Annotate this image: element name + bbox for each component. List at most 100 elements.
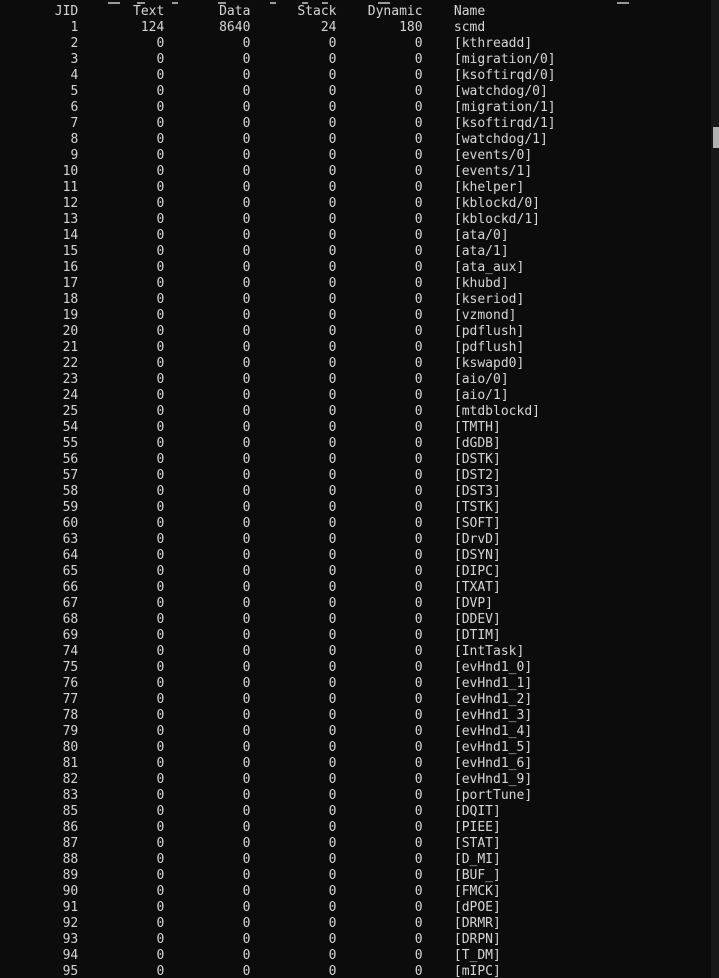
data-cell: 0: [242, 868, 251, 883]
name-cell: [dGDB]: [453, 436, 501, 451]
jid-cell: 64: [62, 548, 79, 563]
jid-cell: 91: [62, 900, 79, 915]
table-row: 56 0 0 0 0 [DSTK]: [0, 452, 711, 468]
dynamic-cell: 0: [414, 692, 423, 707]
table-row: 6 0 0 0 0 [migration/1]: [0, 100, 711, 116]
jid-cell: 12: [62, 196, 79, 211]
stack-cell: 0: [328, 548, 337, 563]
name-cell: [DSTK]: [453, 452, 501, 467]
data-cell: 0: [242, 660, 251, 675]
data-cell: 0: [242, 292, 251, 307]
jid-cell: 75: [62, 660, 79, 675]
dynamic-cell: 0: [414, 244, 423, 259]
data-cell: 0: [242, 484, 251, 499]
table-row: 79 0 0 0 0 [evHnd1_4]: [0, 724, 711, 740]
text-cell: 124: [140, 20, 165, 35]
data-cell: 0: [242, 388, 251, 403]
dynamic-cell: 0: [414, 900, 423, 915]
jid-cell: 55: [62, 436, 79, 451]
text-cell: 0: [156, 644, 165, 659]
data-cell: 0: [242, 820, 251, 835]
text-cell: 0: [156, 820, 165, 835]
jid-cell: 74: [62, 644, 79, 659]
stack-cell: 0: [328, 660, 337, 675]
stack-cell: 0: [328, 852, 337, 867]
text-cell: 0: [156, 116, 165, 131]
table-row: 13 0 0 0 0 [kblockd/1]: [0, 212, 711, 228]
jid-cell: 3: [70, 52, 79, 67]
jid-cell: 86: [62, 820, 79, 835]
clipped-glyph-fragment: [617, 2, 629, 4]
jid-cell: 81: [62, 756, 79, 771]
clipped-glyph-fragment: [322, 2, 328, 4]
dynamic-cell: 0: [414, 740, 423, 755]
stack-cell: 0: [328, 84, 337, 99]
table-row: 86 0 0 0 0 [PIEE]: [0, 820, 711, 836]
stack-cell: 0: [328, 372, 337, 387]
dynamic-cell: 0: [414, 708, 423, 723]
name-cell: [SOFT]: [453, 516, 501, 531]
name-cell: [TMTH]: [453, 420, 501, 435]
stack-cell: 0: [328, 324, 337, 339]
text-cell: 0: [156, 324, 165, 339]
stack-cell: 0: [328, 612, 337, 627]
name-cell: [events/1]: [453, 164, 533, 179]
table-row: 12 0 0 0 0 [kblockd/0]: [0, 196, 711, 212]
table-row: 54 0 0 0 0 [TMTH]: [0, 420, 711, 436]
data-cell: 0: [242, 900, 251, 915]
data-cell: 0: [242, 580, 251, 595]
data-cell: 0: [242, 708, 251, 723]
stack-cell: 0: [328, 932, 337, 947]
data-cell: 0: [242, 596, 251, 611]
dynamic-cell: 0: [414, 196, 423, 211]
stack-cell: 0: [328, 948, 337, 963]
stack-cell: 0: [328, 756, 337, 771]
stack-cell: 0: [328, 116, 337, 131]
data-cell: 0: [242, 212, 251, 227]
dynamic-cell: 0: [414, 148, 423, 163]
name-cell: [aio/1]: [453, 388, 509, 403]
stack-cell: 0: [328, 228, 337, 243]
data-cell: 0: [242, 356, 251, 371]
stack-cell: 0: [328, 452, 337, 467]
dynamic-cell: 0: [414, 916, 423, 931]
text-cell: 0: [156, 788, 165, 803]
jid-cell: 90: [62, 884, 79, 899]
dynamic-cell: 0: [414, 52, 423, 67]
table-row: 80 0 0 0 0 [evHnd1_5]: [0, 740, 711, 756]
text-cell: 0: [156, 964, 165, 978]
text-cell: 0: [156, 932, 165, 947]
stack-cell: 0: [328, 404, 337, 419]
text-cell: 0: [156, 756, 165, 771]
scrollbar-track[interactable]: [711, 0, 719, 978]
jid-cell: 1: [70, 20, 79, 35]
jid-cell: 17: [62, 276, 79, 291]
jid-cell: 11: [62, 180, 79, 195]
data-cell: 0: [242, 196, 251, 211]
jid-cell: 5: [70, 84, 79, 99]
table-row: 16 0 0 0 0 [ata_aux]: [0, 260, 711, 276]
table-row: 4 0 0 0 0 [ksoftirqd/0]: [0, 68, 711, 84]
text-cell: 0: [156, 724, 165, 739]
data-cell: 0: [242, 740, 251, 755]
text-cell: 0: [156, 836, 165, 851]
data-cell: 0: [242, 852, 251, 867]
name-cell: [khubd]: [453, 276, 509, 291]
jid-cell: 21: [62, 340, 79, 355]
data-cell: 0: [242, 372, 251, 387]
dynamic-cell: 0: [414, 212, 423, 227]
table-row: 25 0 0 0 0 [mtdblockd]: [0, 404, 711, 420]
table-row: 57 0 0 0 0 [DST2]: [0, 468, 711, 484]
jid-cell: 20: [62, 324, 79, 339]
clipped-glyph-fragment: [108, 2, 120, 4]
column-header-data: Data: [219, 4, 251, 19]
jid-cell: 25: [62, 404, 79, 419]
name-cell: [kseriod]: [453, 292, 525, 307]
data-cell: 0: [242, 836, 251, 851]
name-cell: [migration/1]: [453, 100, 556, 115]
stack-cell: 0: [328, 276, 337, 291]
dynamic-cell: 0: [414, 436, 423, 451]
jid-cell: 80: [62, 740, 79, 755]
scrollbar-thumb[interactable]: [713, 127, 719, 148]
table-row: 90 0 0 0 0 [FMCK]: [0, 884, 711, 900]
